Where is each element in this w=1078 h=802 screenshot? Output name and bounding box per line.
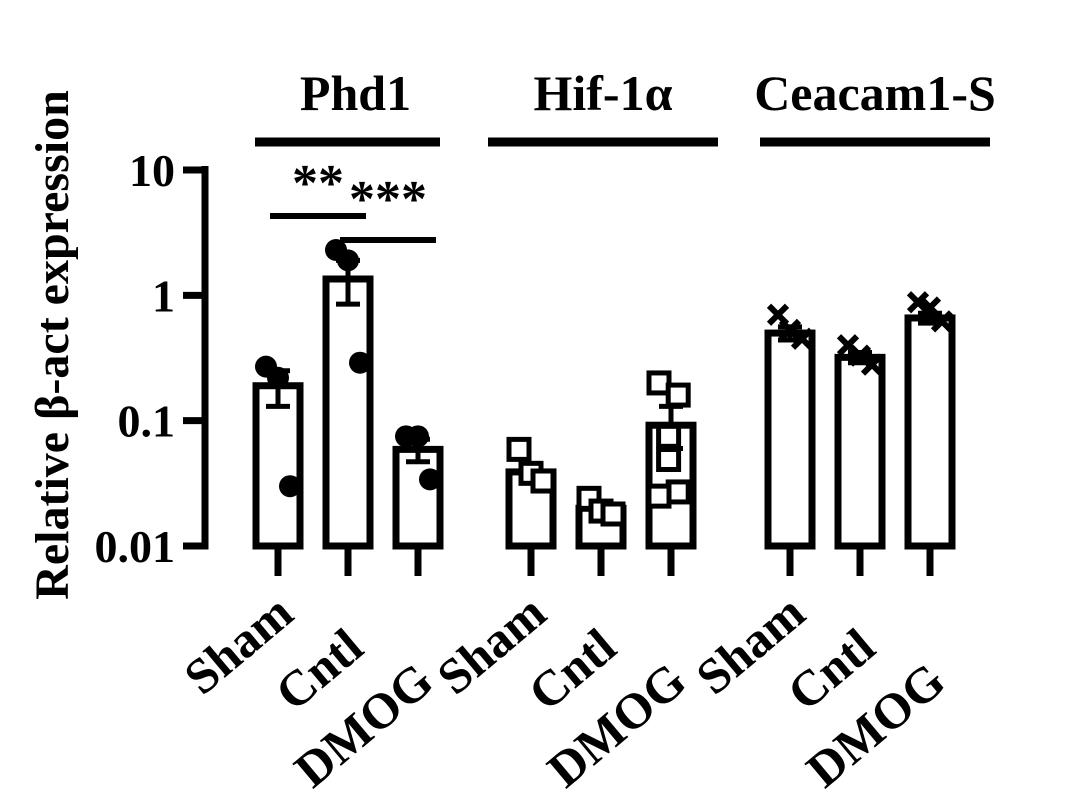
data-point	[860, 353, 884, 376]
y-tick-label: 10	[129, 145, 175, 196]
group-label: Phd1	[300, 65, 411, 121]
significance-label: **	[292, 155, 344, 212]
bar	[322, 275, 374, 550]
data-point	[930, 310, 954, 333]
data-point	[790, 327, 814, 350]
y-tick-label: 0.1	[118, 396, 176, 447]
bar	[834, 353, 886, 550]
y-axis	[183, 166, 209, 550]
data-point	[656, 446, 682, 472]
significance-label: ***	[349, 171, 427, 228]
data-point	[646, 483, 672, 509]
bar	[764, 329, 816, 550]
y-tick-label: 1	[152, 270, 175, 321]
group-label: Ceacam1-S	[754, 65, 996, 121]
data-point	[349, 351, 371, 374]
bar	[904, 314, 956, 550]
y-axis-label: Relative β-act expression	[26, 90, 79, 600]
group-label: Hif-1α	[534, 65, 673, 121]
data-point	[906, 291, 930, 314]
data-point	[279, 475, 301, 498]
data-point	[267, 366, 289, 389]
data-point	[337, 249, 359, 272]
data-point	[506, 436, 532, 462]
y-tick-labels: 10 1 0.1 0.01	[95, 145, 176, 572]
data-point	[656, 423, 682, 449]
data-point	[407, 425, 429, 448]
data-point	[419, 468, 441, 491]
data-point	[600, 501, 626, 527]
significance-annotations: ** ***	[270, 155, 436, 243]
bar	[252, 382, 304, 550]
data-point	[530, 468, 556, 494]
y-tick-label: 0.01	[95, 521, 176, 572]
data-point	[665, 382, 691, 408]
